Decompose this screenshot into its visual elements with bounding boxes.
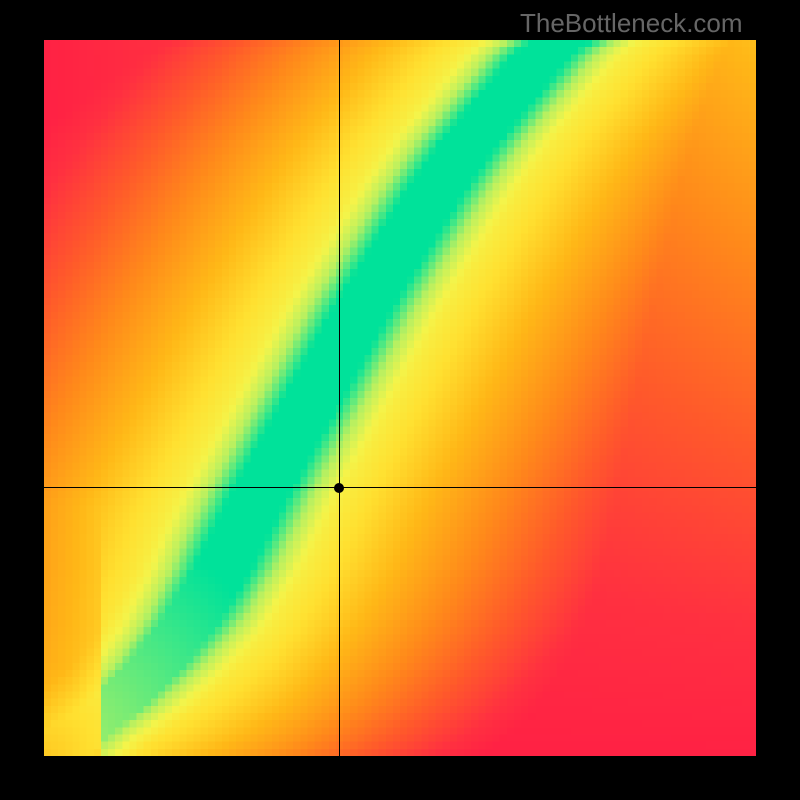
bottleneck-heatmap	[44, 40, 756, 756]
chart-container: TheBottleneck.com	[0, 0, 800, 800]
watermark-text: TheBottleneck.com	[520, 8, 743, 39]
selection-marker	[334, 483, 344, 493]
crosshair-vertical	[339, 40, 340, 756]
crosshair-horizontal	[44, 487, 756, 488]
